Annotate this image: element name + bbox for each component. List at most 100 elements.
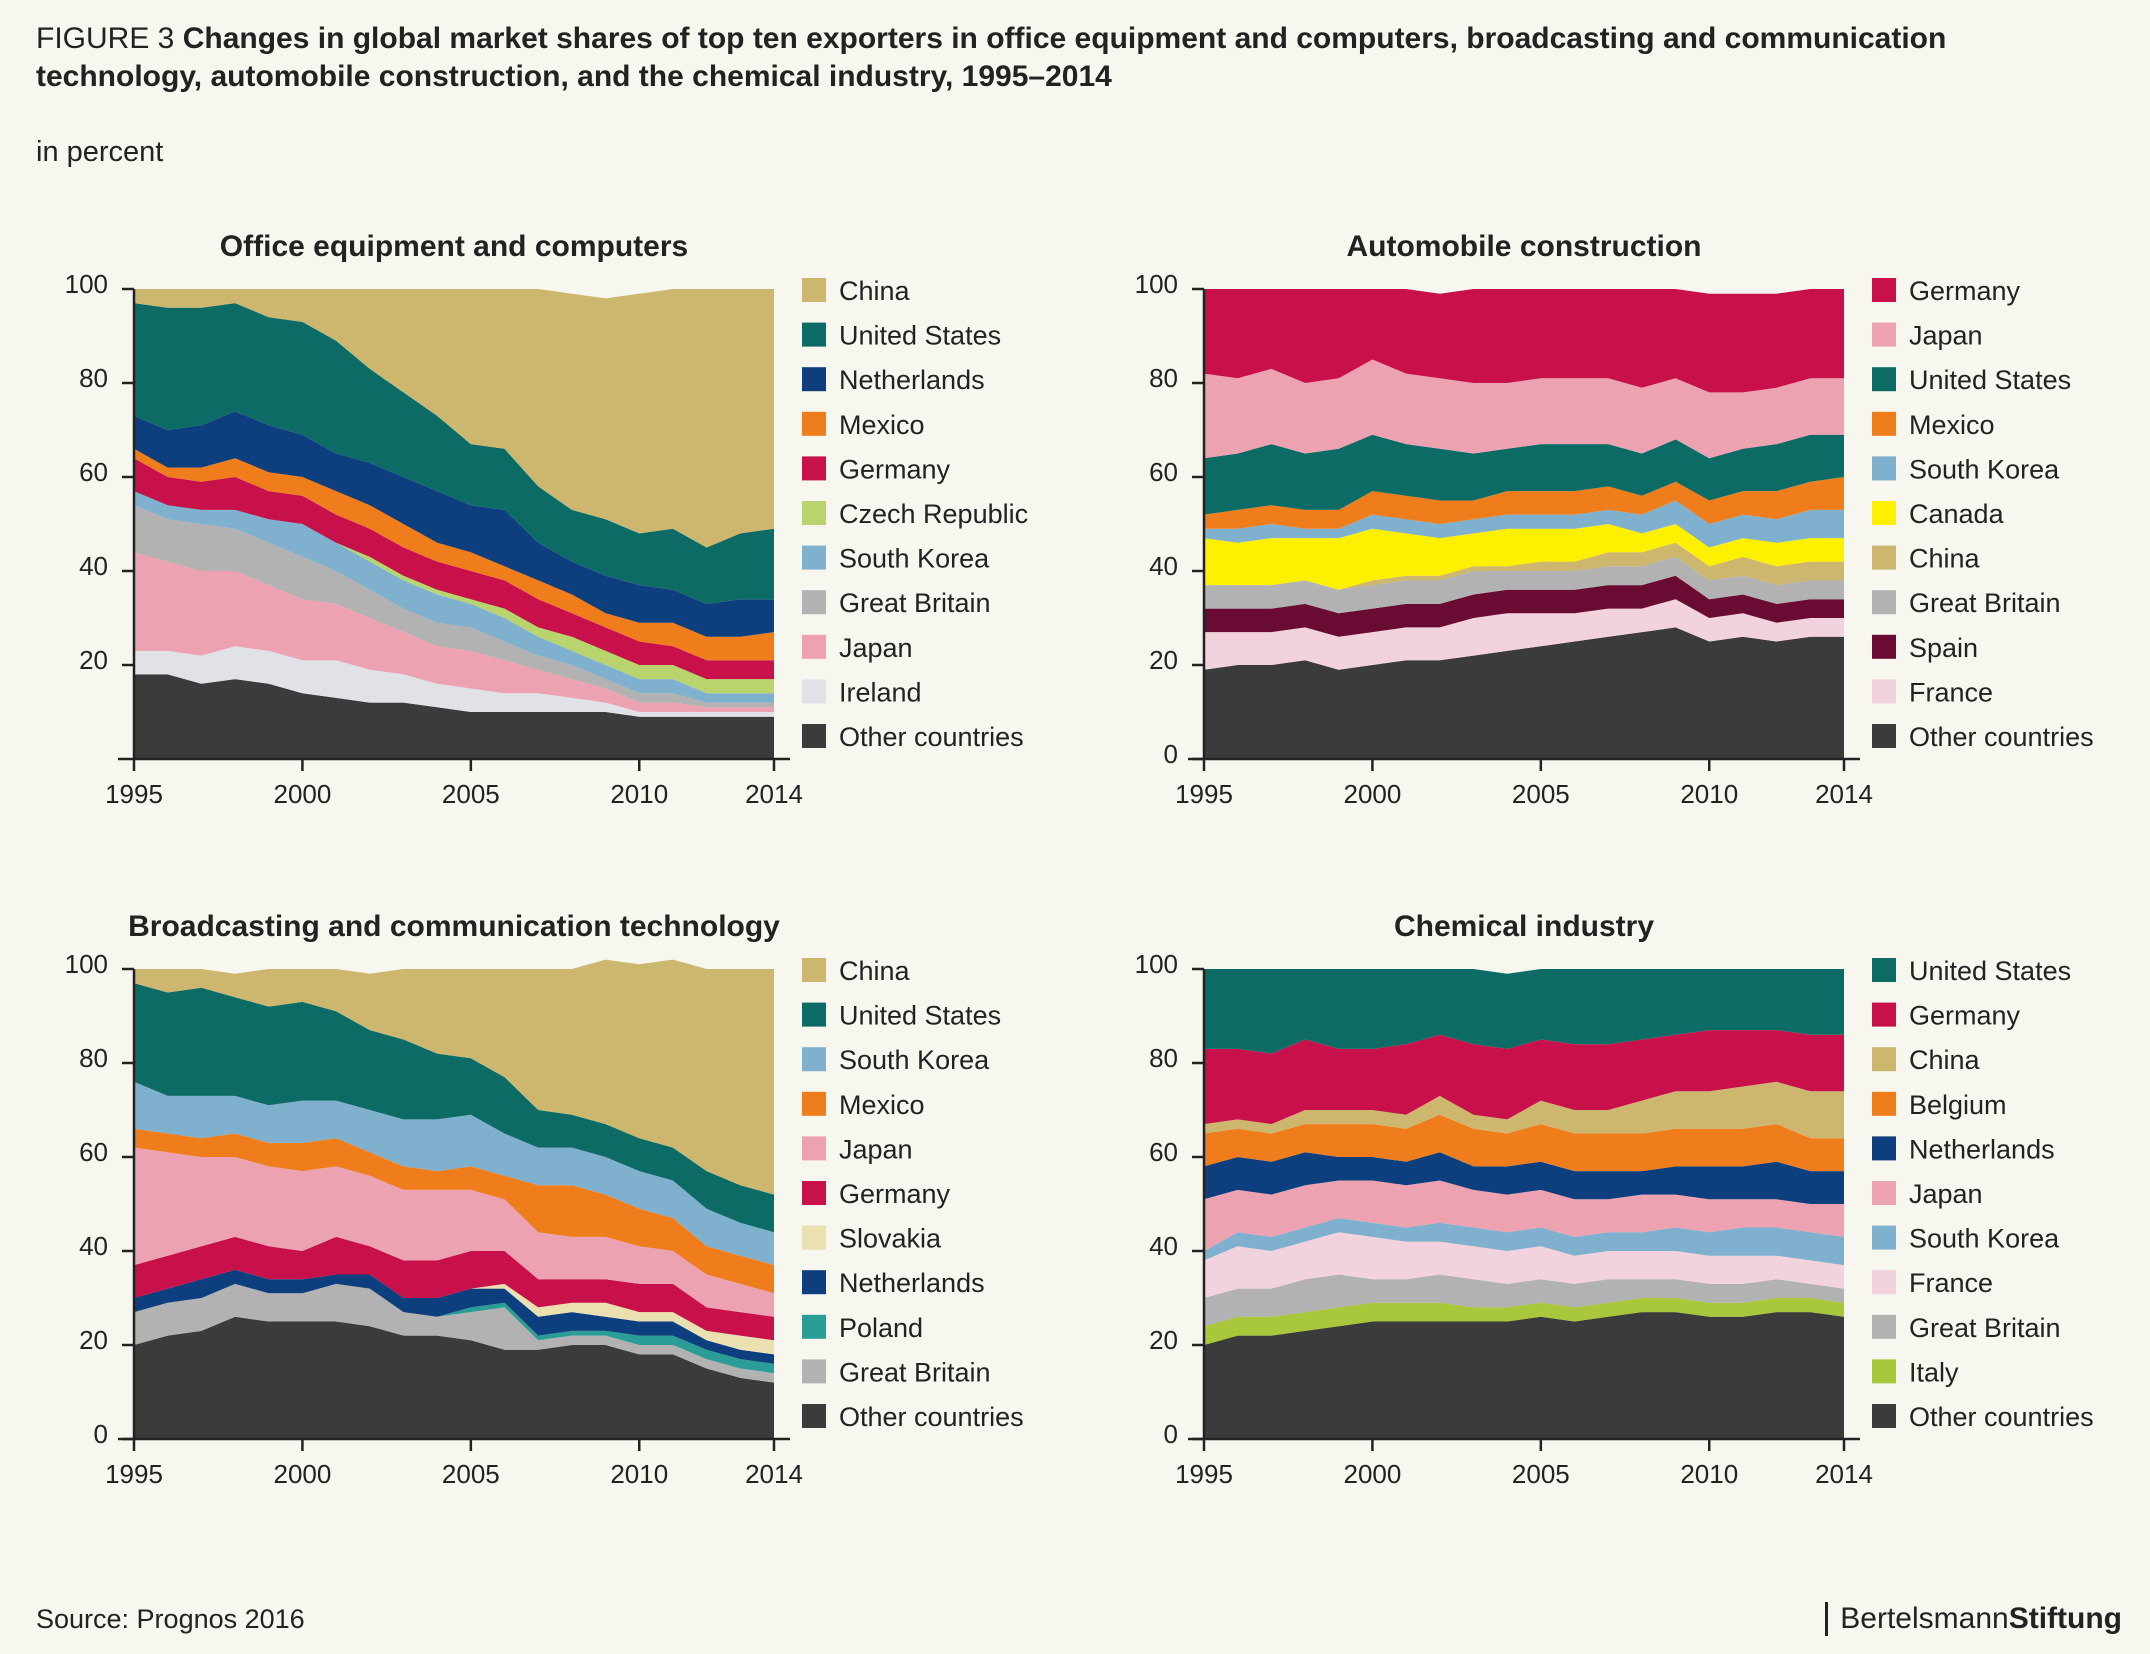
legend-label-other-countries: Other countries <box>839 722 1024 752</box>
legend-label-germany: Germany <box>1909 276 2021 306</box>
x-tick-label: 2010 <box>610 1459 668 1489</box>
x-tick-label: 1995 <box>105 1459 163 1489</box>
area-japan <box>1204 1180 1844 1251</box>
legend-swatch-slovakia <box>802 1225 826 1250</box>
legend-label-united-states: United States <box>839 1001 1001 1031</box>
x-tick-label: 2000 <box>273 1459 331 1489</box>
x-tick-label: 1995 <box>1175 1459 1233 1489</box>
legend-swatch-czech-republic <box>802 501 826 525</box>
y-tick-label: 80 <box>79 363 108 393</box>
area-great-britain <box>134 505 774 708</box>
legend-swatch-spain <box>1872 634 1896 659</box>
legend-swatch-germany <box>802 456 826 481</box>
y-tick-label: 0 <box>1164 1419 1178 1449</box>
chart-broadcasting-communication: Broadcasting and communication technolog… <box>65 910 1024 1489</box>
legend-swatch-other-countries <box>802 1404 826 1428</box>
legend-swatch-germany <box>1872 1002 1896 1027</box>
area-other-countries <box>1204 627 1844 759</box>
legend: United States Germany China Belgium Netherla… <box>1872 956 2094 1432</box>
y-tick-label: 20 <box>79 645 108 675</box>
area-great-britain <box>1204 556 1844 614</box>
area-china <box>134 959 774 1195</box>
legend-label-china: China <box>1909 544 1981 574</box>
area-belgium <box>1204 1114 1844 1172</box>
legend-swatch-japan <box>1872 322 1896 347</box>
y-tick-label: 80 <box>1149 363 1178 393</box>
legend-swatch-other-countries <box>1872 724 1896 748</box>
x-tick-label: 2010 <box>1680 779 1738 809</box>
legend-label-japan: Japan <box>1909 1179 1983 1209</box>
legend-label-japan: Japan <box>839 1134 913 1164</box>
legend-label-france: France <box>1909 677 1993 707</box>
chart-title: Chemical industry <box>1394 910 1654 943</box>
figure-title: FIGURE 3 Changes in global market shares… <box>36 20 2116 96</box>
x-tick-label: 2014 <box>1815 1459 1873 1489</box>
x-tick-label: 2014 <box>745 779 803 809</box>
legend-label-south-korea: South Korea <box>1909 454 2060 484</box>
legend-swatch-united-states <box>802 1002 826 1027</box>
area-united-states <box>134 983 774 1233</box>
area-great-britain <box>134 1283 774 1383</box>
legend-label-other-countries: Other countries <box>839 1402 1024 1432</box>
area-germany <box>134 1236 774 1341</box>
legend-swatch-germany <box>802 1181 826 1205</box>
legend-swatch-china <box>1872 1047 1896 1072</box>
legend-label-great-britain: Great Britain <box>839 588 991 618</box>
y-tick-label: 40 <box>1149 551 1178 581</box>
legend-swatch-italy <box>1872 1359 1896 1384</box>
legend-label-netherlands: Netherlands <box>1909 1134 2055 1164</box>
y-tick-label: 20 <box>1149 645 1178 675</box>
x-tick-label: 2014 <box>745 1459 803 1489</box>
area-mexico <box>134 448 774 661</box>
legend-label-germany: Germany <box>839 454 951 484</box>
area-spain <box>1204 575 1844 637</box>
x-tick-label: 2005 <box>1512 1459 1570 1489</box>
legend-swatch-united-states <box>1872 367 1896 392</box>
legend-swatch-other-countries <box>1872 1404 1896 1428</box>
legend-label-belgium: Belgium <box>1909 1090 2007 1120</box>
legend-swatch-united-states <box>802 322 826 347</box>
x-tick-label: 1995 <box>1175 779 1233 809</box>
chart-office-equipment: Office equipment and computers 20 40 60 80 10… <box>65 230 1028 809</box>
legend-swatch-china <box>1872 545 1896 570</box>
x-tick-label: 2010 <box>610 779 668 809</box>
legend-swatch-japan <box>1872 1181 1896 1205</box>
legend-label-china: China <box>1909 1045 1981 1075</box>
legend-swatch-ireland <box>802 679 826 704</box>
x-tick-label: 2014 <box>1815 779 1873 809</box>
legend-swatch-mexico <box>1872 411 1896 436</box>
legend-swatch-china <box>802 278 826 302</box>
legend-swatch-netherlands <box>1872 1136 1896 1161</box>
x-tick-label: 2005 <box>442 1459 500 1489</box>
area-layers <box>1204 289 1844 759</box>
legend-label-mexico: Mexico <box>839 410 925 440</box>
legend-label-canada: Canada <box>1909 499 2005 529</box>
area-south-korea <box>1204 1218 1844 1266</box>
legend-label-other-countries: Other countries <box>1909 1402 2094 1432</box>
legend-label-south-korea: South Korea <box>1909 1224 2060 1254</box>
legend-label-italy: Italy <box>1909 1357 1959 1387</box>
x-tick-label: 2000 <box>273 779 331 809</box>
brand-logo: BertelsmannStiftung <box>1825 1602 2122 1636</box>
legend-swatch-great-britain <box>802 1359 826 1384</box>
legend-label-great-britain: Great Britain <box>1909 1313 2061 1343</box>
area-other-countries <box>134 1316 774 1439</box>
area-south-korea <box>134 1081 774 1266</box>
area-italy <box>1204 1298 1844 1345</box>
legend-swatch-south-korea <box>1872 456 1896 481</box>
legend-label-czech-republic: Czech Republic <box>839 499 1028 529</box>
y-tick-label: 80 <box>1149 1043 1178 1073</box>
area-germany <box>1204 1030 1844 1125</box>
y-tick-label: 40 <box>79 551 108 581</box>
legend-swatch-canada <box>1872 501 1896 525</box>
legend-label-poland: Poland <box>839 1313 923 1343</box>
y-tick-label: 100 <box>1135 269 1178 299</box>
legend-label-south-korea: South Korea <box>839 1045 990 1075</box>
figure-label: FIGURE 3 <box>36 22 175 55</box>
x-tick-label: 2000 <box>1343 779 1401 809</box>
brand-bold: Stiftung <box>2008 1602 2122 1635</box>
legend-label-france: France <box>1909 1268 1993 1298</box>
x-tick-label: 2010 <box>1680 1459 1738 1489</box>
x-tick-label: 2005 <box>442 779 500 809</box>
x-tick-label: 1995 <box>105 779 163 809</box>
